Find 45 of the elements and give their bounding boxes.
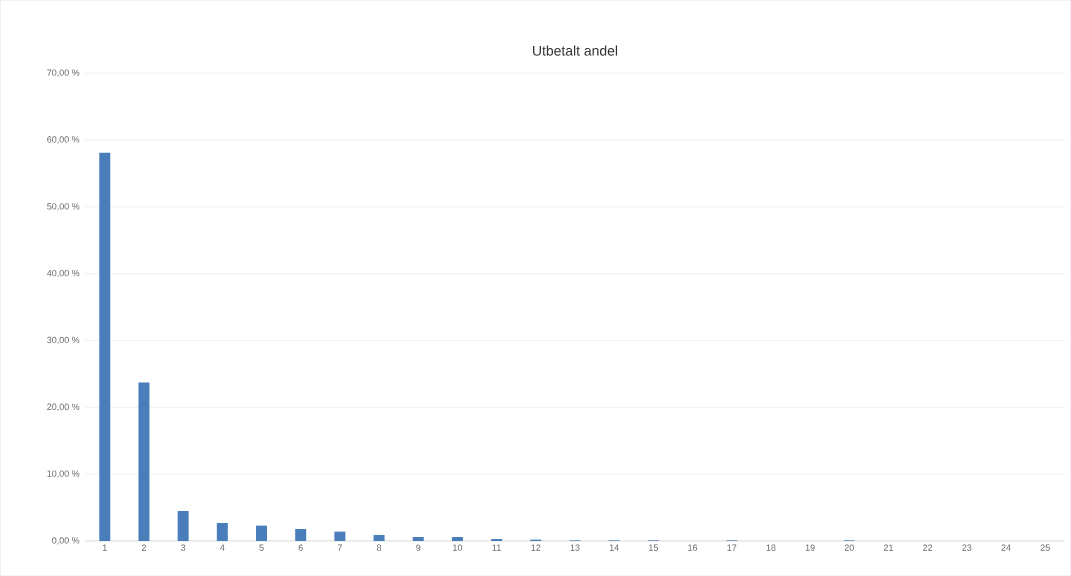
bar xyxy=(412,536,424,541)
x-tick-label: 4 xyxy=(220,544,225,551)
y-tick-label: 60,00 % xyxy=(47,136,80,144)
bar xyxy=(451,536,463,541)
x-tick-label: 5 xyxy=(259,544,264,551)
x-tick-label: 10 xyxy=(453,544,463,551)
x-tick-label: 8 xyxy=(376,544,382,551)
x-tick-label: 19 xyxy=(805,544,815,551)
bar xyxy=(373,534,385,541)
x-tick-label: 15 xyxy=(649,544,658,551)
bar xyxy=(99,152,111,541)
y-tick-label: 70,00 % xyxy=(47,69,80,77)
y-tick-label: 30,00 % xyxy=(47,336,80,345)
x-tick-label: 6 xyxy=(298,544,303,551)
bar xyxy=(138,382,150,541)
x-tick-label: 2 xyxy=(141,544,146,551)
x-tick-label: 9 xyxy=(416,544,421,551)
x-tick-label: 3 xyxy=(180,544,186,551)
x-tick-label: 17 xyxy=(727,544,737,551)
x-tick-label: 7 xyxy=(337,544,342,551)
x-tick-label: 14 xyxy=(609,544,619,551)
x-tick-label: 20 xyxy=(844,544,854,551)
x-tick-label: 21 xyxy=(883,544,894,551)
x-tick-label: 23 xyxy=(962,544,972,551)
y-tick-label: 10,00 % xyxy=(47,470,80,478)
x-tick-label: 11 xyxy=(492,544,501,551)
x-tick-label: 1 xyxy=(102,544,107,551)
bar xyxy=(256,525,268,541)
x-tick-label: 24 xyxy=(1001,544,1011,551)
x-tick-label: 13 xyxy=(570,544,580,551)
x-tick-label: 16 xyxy=(688,544,698,551)
bar xyxy=(334,531,346,541)
bar xyxy=(295,528,307,541)
x-tick-label: 18 xyxy=(766,544,776,551)
bar xyxy=(177,510,189,541)
x-tick-label: 25 xyxy=(1040,544,1050,551)
x-tick-label: 12 xyxy=(531,544,541,551)
y-tick-label: 0,00 % xyxy=(52,537,80,545)
x-tick-label: 22 xyxy=(923,544,933,551)
bar xyxy=(491,538,503,541)
y-tick-label: 50,00 % xyxy=(47,203,80,211)
y-tick-label: 40,00 % xyxy=(46,269,80,278)
bar xyxy=(216,522,228,541)
chart-title: Utbetalt andel xyxy=(533,45,618,56)
y-tick-label: 20,00 % xyxy=(47,403,80,411)
